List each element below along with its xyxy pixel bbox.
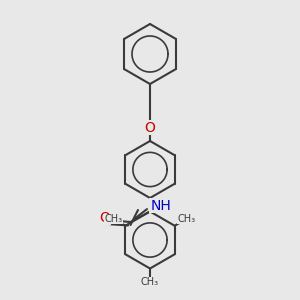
Text: O: O [100, 211, 110, 224]
Text: NH: NH [150, 199, 171, 212]
Text: CH₃: CH₃ [141, 277, 159, 287]
Text: CH₃: CH₃ [105, 214, 123, 224]
Text: O: O [145, 121, 155, 134]
Text: CH₃: CH₃ [177, 214, 195, 224]
